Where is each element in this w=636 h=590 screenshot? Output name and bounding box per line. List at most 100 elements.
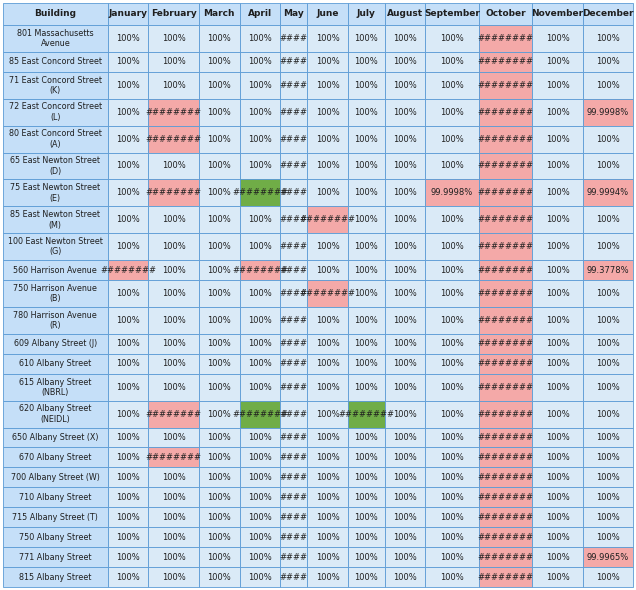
Text: 615 Albany Street
(NBRL): 615 Albany Street (NBRL) [19,378,92,397]
Text: 100%: 100% [248,572,272,582]
Bar [385,153,425,179]
Text: 100%: 100% [248,433,272,442]
Bar [348,206,385,233]
Text: ########: ######## [478,339,534,348]
Bar [532,307,583,334]
Text: 100%: 100% [546,34,569,43]
Bar [107,401,148,428]
Bar [148,547,199,567]
Text: 100%: 100% [162,289,186,298]
Text: 100%: 100% [207,513,231,522]
Bar [280,507,307,527]
Text: 100%: 100% [116,383,140,392]
Text: 100%: 100% [248,359,272,368]
Text: 100%: 100% [546,433,569,442]
Text: 100%: 100% [393,81,417,90]
Bar [583,179,633,206]
Bar [280,527,307,547]
Bar [107,428,148,447]
Text: 100%: 100% [440,572,464,582]
Text: ########: ######## [338,409,394,419]
Bar [348,280,385,307]
Bar [583,126,633,153]
Text: 100%: 100% [162,266,186,274]
Text: October: October [485,9,526,18]
Text: 801 Massachusetts
Avenue: 801 Massachusetts Avenue [17,29,93,48]
Bar [425,206,479,233]
Bar [148,373,199,401]
Text: 100%: 100% [354,108,378,117]
Text: 620 Albany Street
(NEIDL): 620 Albany Street (NEIDL) [19,404,92,424]
Text: 72 East Concord Street
(L): 72 East Concord Street (L) [9,103,102,122]
Bar [425,307,479,334]
Text: ####: #### [280,289,308,298]
Text: 100%: 100% [207,553,231,562]
Bar [199,126,240,153]
Bar [107,547,148,567]
Bar [532,373,583,401]
Bar [280,447,307,467]
Text: 100%: 100% [162,553,186,562]
Bar [583,25,633,52]
Text: 100%: 100% [248,34,272,43]
Bar [240,179,280,206]
Bar [307,547,348,567]
Bar [307,153,348,179]
Text: 100%: 100% [546,383,569,392]
Bar [583,334,633,354]
Bar [148,233,199,260]
Text: 100%: 100% [596,383,619,392]
Bar [307,373,348,401]
Text: 100%: 100% [162,242,186,251]
Bar [307,307,348,334]
Bar [479,52,532,72]
Bar [3,487,107,507]
Text: 100%: 100% [248,162,272,171]
Text: 100%: 100% [315,572,340,582]
Bar [199,233,240,260]
Bar [280,307,307,334]
Text: 100%: 100% [354,57,378,66]
Text: ####: #### [280,57,308,66]
Text: 100%: 100% [315,188,340,198]
Bar [199,401,240,428]
Text: 100%: 100% [440,433,464,442]
Text: 100%: 100% [116,316,140,325]
Text: ########: ######## [146,188,202,198]
Bar [240,527,280,547]
Text: 100%: 100% [207,316,231,325]
Text: ########: ######## [478,433,534,442]
Bar [240,206,280,233]
Text: September: September [424,9,480,18]
Text: 100%: 100% [596,473,619,482]
Text: 100%: 100% [393,383,417,392]
Text: 100%: 100% [440,453,464,462]
Bar [385,373,425,401]
Text: ########: ######## [478,188,534,198]
Bar [107,126,148,153]
Text: 99.9965%: 99.9965% [586,553,629,562]
Text: ########: ######## [478,289,534,298]
Bar [348,447,385,467]
Text: ####: #### [280,383,308,392]
Bar [3,334,107,354]
Text: 100%: 100% [440,513,464,522]
Bar [479,25,532,52]
Text: 100%: 100% [116,473,140,482]
Bar [280,233,307,260]
Text: 100%: 100% [315,513,340,522]
Text: 100%: 100% [596,433,619,442]
Text: 100%: 100% [162,383,186,392]
Bar [532,126,583,153]
Text: ########: ######## [478,383,534,392]
Text: ####: #### [280,572,308,582]
Text: 100%: 100% [546,215,569,224]
Text: ########: ######## [478,108,534,117]
Text: 100%: 100% [596,242,619,251]
Text: 100%: 100% [393,409,417,419]
Bar [240,233,280,260]
Text: 610 Albany Street: 610 Albany Street [19,359,92,368]
Bar [148,280,199,307]
Text: 100%: 100% [440,316,464,325]
Bar [280,354,307,373]
